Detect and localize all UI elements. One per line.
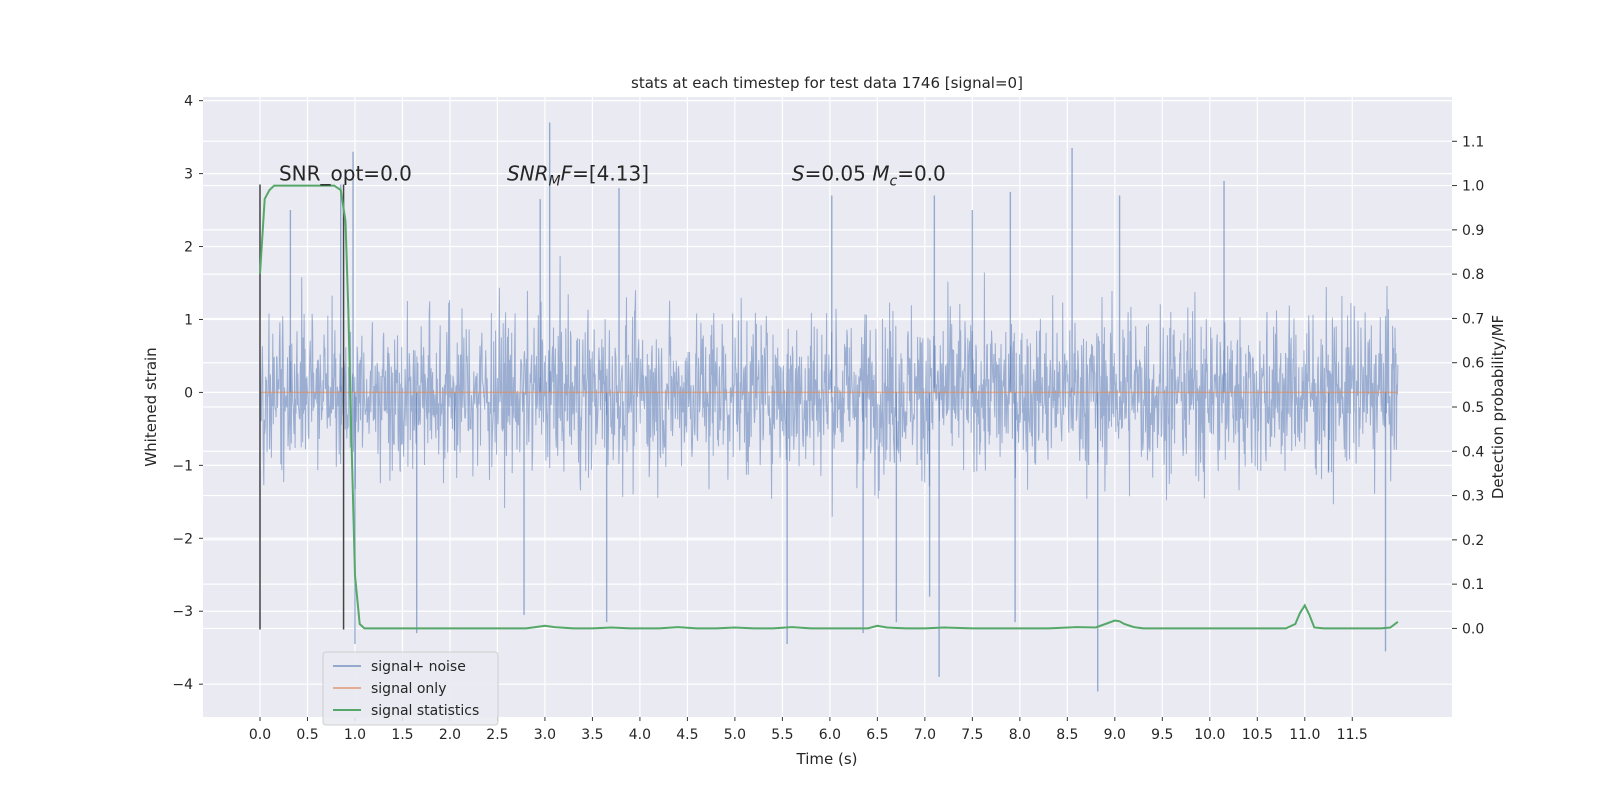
x-tick-label: 11.0 bbox=[1289, 727, 1320, 743]
annotations: SNR_opt=0.0 SNRMF=[4.13] S=0.05 Mc=0.0 bbox=[279, 162, 946, 190]
annotation-part: SNR bbox=[507, 162, 549, 186]
x-tick-label: 4.5 bbox=[676, 727, 698, 743]
annotation-part: S bbox=[792, 162, 805, 186]
y-axis-right-label: Detection probability/MF bbox=[1489, 315, 1507, 499]
x-tick-label: 6.0 bbox=[819, 727, 841, 743]
y-right-tick-label: 0.4 bbox=[1462, 444, 1484, 460]
y-left-tick-label: 3 bbox=[184, 167, 193, 183]
annotation-part: =[4.13] bbox=[572, 162, 649, 186]
y-left-tick-label: −3 bbox=[172, 604, 193, 620]
x-tick-label: 7.0 bbox=[914, 727, 936, 743]
y-right-tick-label: 0.2 bbox=[1462, 533, 1484, 549]
legend: signal+ noise signal only signal statist… bbox=[322, 651, 499, 726]
legend-label-signal-only: signal only bbox=[371, 681, 446, 697]
y-right-tick-label: 0.7 bbox=[1462, 311, 1484, 327]
x-axis: 0.0 0.5 1.0 1.5 2.0 2.5 3.0 3.5 4.0 4.5 5.0 5.5 6.0 6… bbox=[249, 717, 1368, 743]
x-tick-label: 9.5 bbox=[1151, 727, 1173, 743]
legend-label-signal-noise: signal+ noise bbox=[371, 659, 466, 675]
chart-title: stats at each timestep for test data 174… bbox=[631, 74, 1023, 92]
y-right-tick-label: 0.1 bbox=[1462, 577, 1484, 593]
y-axis-left-label: Whitened strain bbox=[142, 347, 160, 466]
x-tick-label: 7.5 bbox=[961, 727, 983, 743]
x-tick-label: 6.5 bbox=[866, 727, 888, 743]
y-left-tick-label: 0 bbox=[184, 385, 193, 401]
annotation: SNR_opt=0.0 bbox=[279, 162, 412, 186]
legend-label-signal-statistics: signal statistics bbox=[371, 703, 479, 719]
x-tick-label: 5.5 bbox=[771, 727, 793, 743]
y-axis-right: 1.1 1.0 0.9 0.8 0.7 0.6 0.5 0.4 0.3 0.2 0.1 0.0 bbox=[1452, 134, 1484, 637]
x-tick-label: 2.5 bbox=[486, 727, 508, 743]
annotation: S=0.05 Mc=0.0 bbox=[792, 162, 946, 190]
x-tick-label: 10.5 bbox=[1242, 727, 1273, 743]
y-left-tick-label: −1 bbox=[172, 458, 193, 474]
y-left-tick-label: −2 bbox=[172, 531, 193, 547]
x-tick-label: 11.5 bbox=[1337, 727, 1368, 743]
annotation: SNRMF=[4.13] bbox=[507, 162, 649, 190]
x-tick-label: 10.0 bbox=[1194, 727, 1225, 743]
x-tick-label: 3.5 bbox=[581, 727, 603, 743]
x-tick-label: 0.0 bbox=[249, 727, 271, 743]
x-tick-label: 1.0 bbox=[344, 727, 366, 743]
y-axis-left: 4 3 2 1 0 −1 −2 −3 −4 bbox=[172, 94, 203, 693]
y-left-tick-label: −4 bbox=[172, 677, 193, 693]
legend-box bbox=[322, 651, 499, 726]
x-tick-label: 3.0 bbox=[534, 727, 556, 743]
annotation-part: SNR_opt=0.0 bbox=[279, 162, 412, 186]
y-right-tick-label: 1.0 bbox=[1462, 179, 1484, 195]
annotation-part: =0.05 bbox=[805, 162, 873, 186]
x-tick-label: 8.5 bbox=[1056, 727, 1078, 743]
y-right-tick-label: 0.3 bbox=[1462, 489, 1484, 505]
x-tick-label: 5.0 bbox=[724, 727, 746, 743]
y-right-tick-label: 0.8 bbox=[1462, 267, 1484, 283]
y-right-tick-label: 1.1 bbox=[1462, 134, 1484, 150]
y-right-tick-label: 0.9 bbox=[1462, 223, 1484, 239]
x-tick-label: 4.0 bbox=[629, 727, 651, 743]
annotation-part: c bbox=[890, 174, 898, 190]
x-tick-label: 1.5 bbox=[391, 727, 413, 743]
y-right-tick-label: 0.5 bbox=[1462, 400, 1484, 416]
x-tick-label: 8.0 bbox=[1009, 727, 1031, 743]
series-signal-noise-line bbox=[259, 255, 1399, 517]
annotation-part: M bbox=[549, 174, 561, 190]
x-tick-label: 0.5 bbox=[296, 727, 318, 743]
series-signal-statistics-line bbox=[259, 184, 1399, 630]
y-left-tick-label: 1 bbox=[184, 312, 193, 328]
x-tick-label: 2.0 bbox=[439, 727, 461, 743]
plot-area bbox=[259, 122, 1399, 692]
annotation-part: M bbox=[872, 162, 889, 186]
x-tick-label: 9.0 bbox=[1104, 727, 1126, 743]
annotation-part: F bbox=[561, 162, 573, 186]
y-right-tick-label: 0.0 bbox=[1462, 621, 1484, 637]
x-axis-label: Time (s) bbox=[796, 750, 858, 768]
annotation-part: =0.0 bbox=[897, 162, 946, 186]
y-right-tick-label: 0.6 bbox=[1462, 356, 1484, 372]
y-left-tick-label: 4 bbox=[184, 94, 193, 110]
y-left-tick-label: 2 bbox=[184, 240, 193, 256]
